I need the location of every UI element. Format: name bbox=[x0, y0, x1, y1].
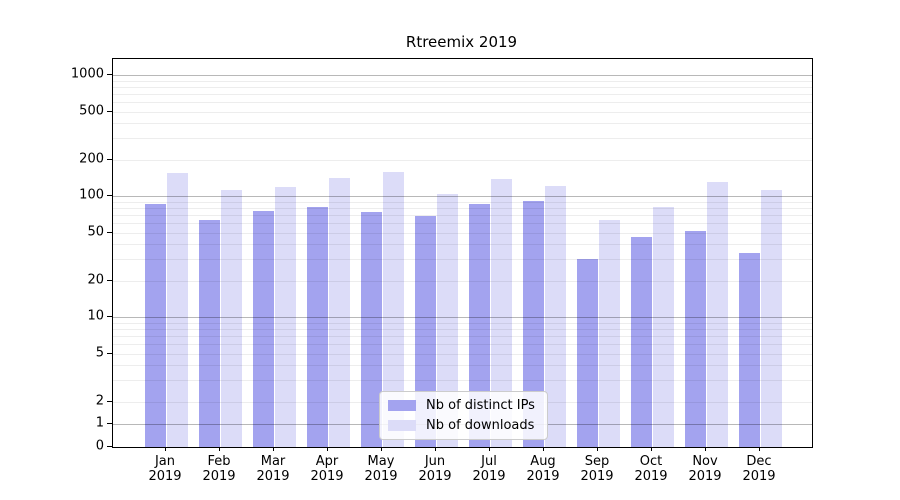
bar-downloads-aug bbox=[545, 186, 566, 447]
x-tick-label: Feb 2019 bbox=[202, 454, 236, 484]
bar-downloads-jan bbox=[167, 173, 188, 447]
y-tick-label: 200 bbox=[79, 151, 104, 167]
x-tick-label: Aug 2019 bbox=[526, 454, 560, 484]
y-tick-label: 2 bbox=[95, 393, 104, 409]
bar-distinct-ips-aug bbox=[523, 200, 544, 447]
bar-distinct-ips-jun bbox=[415, 216, 436, 447]
x-tick-mark bbox=[543, 447, 544, 451]
legend: Nb of distinct IPs Nb of downloads bbox=[379, 391, 548, 440]
x-tick-label: Oct 2019 bbox=[634, 454, 668, 484]
y-tick-mark bbox=[107, 231, 112, 233]
bars-layer bbox=[113, 59, 812, 447]
bar-downloads-may bbox=[383, 172, 404, 447]
x-tick-mark bbox=[597, 447, 598, 451]
legend-label-downloads: Nb of downloads bbox=[426, 418, 535, 433]
bar-downloads-sep bbox=[599, 219, 620, 447]
x-tick-label: Mar 2019 bbox=[256, 454, 290, 484]
y-tick-mark bbox=[107, 400, 112, 402]
x-tick-label: Jan 2019 bbox=[148, 454, 182, 484]
bar-distinct-ips-jul bbox=[469, 204, 490, 447]
legend-row-downloads: Nb of downloads bbox=[388, 418, 538, 433]
legend-swatch-downloads bbox=[388, 420, 416, 431]
bar-downloads-oct bbox=[653, 207, 674, 447]
y-tick-mark bbox=[107, 195, 112, 197]
bar-distinct-ips-nov bbox=[685, 230, 706, 447]
y-tick-label: 100 bbox=[79, 187, 104, 203]
y-tick-label: 5 bbox=[95, 345, 104, 360]
bar-downloads-jul bbox=[491, 179, 512, 447]
bar-distinct-ips-feb bbox=[199, 219, 220, 447]
plot-area: Nb of distinct IPs Nb of downloads bbox=[112, 58, 813, 448]
bar-distinct-ips-may bbox=[361, 211, 382, 447]
y-tick-mark bbox=[107, 446, 112, 447]
bar-distinct-ips-dec bbox=[739, 252, 760, 447]
x-tick-mark bbox=[381, 447, 382, 451]
bar-downloads-dec bbox=[761, 190, 782, 447]
y-tick-mark bbox=[107, 352, 112, 354]
y-tick-mark bbox=[107, 279, 112, 281]
x-tick-label: Dec 2019 bbox=[742, 454, 776, 484]
y-tick-label: 20 bbox=[87, 272, 104, 288]
x-tick-label: Sep 2019 bbox=[580, 454, 614, 484]
bar-downloads-mar bbox=[275, 187, 296, 447]
legend-row-distinct-ips: Nb of distinct IPs bbox=[388, 398, 538, 413]
legend-label-distinct-ips: Nb of distinct IPs bbox=[426, 398, 535, 413]
y-tick-mark bbox=[107, 423, 112, 425]
chart-title: Rtreemix 2019 bbox=[405, 33, 518, 51]
bar-distinct-ips-apr bbox=[307, 206, 328, 447]
bar-distinct-ips-sep bbox=[577, 259, 598, 447]
y-tick-mark bbox=[107, 74, 112, 76]
bar-distinct-ips-mar bbox=[253, 211, 274, 447]
x-tick-label: Jul 2019 bbox=[472, 454, 506, 484]
y-tick-label: 50 bbox=[87, 224, 104, 239]
y-tick-label: 1000 bbox=[70, 66, 104, 82]
bar-distinct-ips-oct bbox=[631, 236, 652, 447]
bar-downloads-apr bbox=[329, 177, 350, 447]
y-tick-mark bbox=[107, 316, 112, 318]
x-tick-mark bbox=[651, 447, 652, 451]
x-tick-mark bbox=[435, 447, 436, 451]
bar-distinct-ips-jan bbox=[145, 204, 166, 447]
x-tick-mark bbox=[705, 447, 706, 451]
x-tick-mark bbox=[327, 447, 328, 451]
x-tick-mark bbox=[165, 447, 166, 451]
x-tick-mark bbox=[489, 447, 490, 451]
bar-downloads-nov bbox=[707, 181, 728, 447]
x-tick-label: Apr 2019 bbox=[310, 454, 344, 484]
x-tick-mark bbox=[759, 447, 760, 451]
x-tick-label: May 2019 bbox=[364, 454, 398, 484]
x-tick-label: Jun 2019 bbox=[418, 454, 452, 484]
y-tick-mark bbox=[107, 110, 112, 112]
bar-downloads-feb bbox=[221, 189, 242, 447]
y-tick-mark bbox=[107, 158, 112, 160]
y-tick-label: 1 bbox=[95, 415, 104, 431]
bar-downloads-jun bbox=[437, 194, 458, 447]
x-tick-label: Nov 2019 bbox=[688, 454, 722, 484]
y-tick-label: 500 bbox=[79, 103, 104, 118]
legend-swatch-distinct-ips bbox=[388, 400, 416, 411]
y-tick-label: 0 bbox=[95, 438, 104, 454]
x-tick-mark bbox=[273, 447, 274, 451]
y-tick-label: 10 bbox=[87, 308, 104, 324]
x-tick-mark bbox=[219, 447, 220, 451]
